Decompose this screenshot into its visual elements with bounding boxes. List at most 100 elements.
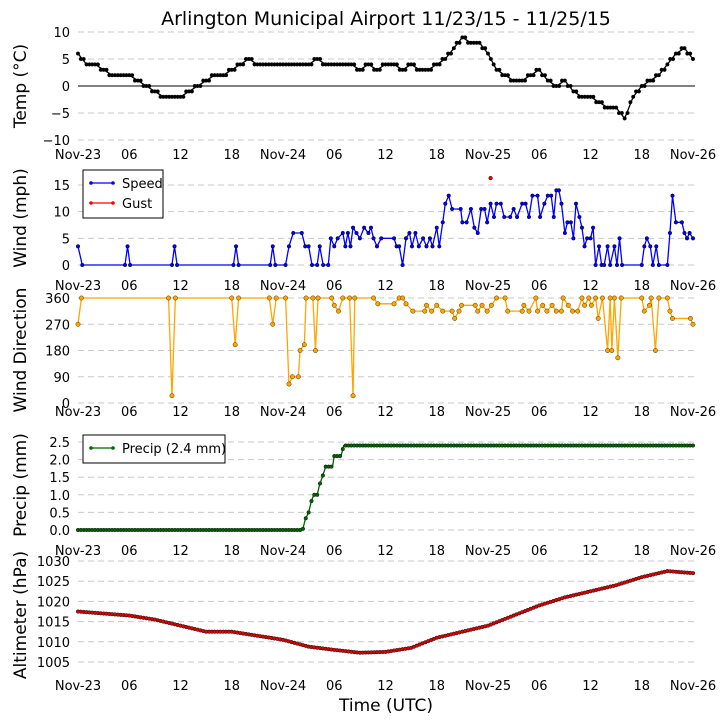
x-axis-label: Time (UTC)	[338, 696, 433, 716]
data-point	[502, 295, 508, 301]
data-point	[331, 302, 337, 308]
y-axis-label: Wind (mph)	[11, 168, 31, 268]
data-point	[593, 262, 598, 268]
data-point	[468, 206, 473, 212]
data-point	[422, 308, 428, 314]
x-tick-label: 12	[172, 405, 189, 420]
data-point	[360, 67, 365, 72]
y-tick-label: 0	[62, 259, 70, 274]
data-point	[138, 78, 143, 83]
data-point	[652, 348, 658, 353]
legend: Precip (2.4 mm)	[82, 434, 226, 464]
data-point	[317, 244, 322, 249]
y-axis-label: Wind Direction	[11, 288, 31, 413]
data-point	[270, 321, 276, 327]
legend-marker	[89, 201, 93, 205]
data-point	[434, 302, 440, 308]
data-point	[303, 244, 308, 249]
data-point	[526, 308, 532, 314]
data-point	[553, 308, 559, 314]
data-point	[671, 56, 676, 62]
data-point	[557, 83, 562, 89]
data-point	[676, 51, 681, 56]
data-point	[549, 193, 554, 198]
data-point	[345, 230, 350, 236]
x-tick-label: 12	[172, 148, 189, 163]
x-tick-label: 18	[223, 679, 240, 694]
y-tick-label: 1025	[37, 575, 70, 590]
x-tick-label: 12	[377, 544, 394, 559]
data-point	[588, 236, 593, 241]
data-point	[670, 193, 675, 198]
series-line-temp	[77, 36, 694, 120]
data-point	[585, 236, 590, 241]
data-point	[535, 308, 540, 314]
data-point	[625, 110, 630, 116]
data-point	[337, 454, 342, 459]
x-tick-label: 12	[582, 544, 599, 559]
data-point	[491, 214, 497, 220]
data-point	[485, 220, 490, 225]
x-tick-label: 12	[582, 279, 599, 294]
data-point	[309, 262, 315, 268]
data-point	[329, 295, 335, 301]
y-tick-label: 0.0	[49, 524, 70, 539]
data-point	[394, 62, 399, 67]
data-point	[595, 315, 601, 321]
data-point	[75, 321, 81, 327]
y-tick-label: 2.5	[49, 436, 70, 451]
data-point	[78, 295, 84, 301]
x-tick-label: 18	[633, 405, 650, 420]
x-tick-label: Nov-26	[670, 405, 716, 420]
data-point	[315, 262, 320, 268]
data-point	[614, 262, 620, 268]
data-point	[460, 220, 465, 225]
data-point	[270, 244, 275, 249]
legend-marker	[89, 446, 93, 450]
data-point	[605, 244, 610, 249]
data-point	[562, 78, 567, 83]
data-point	[409, 244, 415, 249]
data-point	[533, 295, 539, 301]
x-tick-label: 12	[172, 279, 189, 294]
data-point	[582, 244, 587, 249]
data-point	[340, 446, 345, 452]
data-point	[628, 100, 633, 105]
data-point	[650, 262, 655, 268]
data-point	[475, 230, 480, 236]
data-point	[437, 244, 442, 249]
y-tick-label: 10	[53, 206, 70, 221]
x-tick-label: Nov-26	[670, 148, 716, 163]
data-point	[377, 67, 382, 72]
x-tick-label: 06	[531, 679, 548, 694]
data-point	[403, 67, 408, 72]
data-point	[343, 244, 348, 249]
data-point	[443, 201, 448, 206]
x-tick-label: Nov-24	[260, 405, 306, 420]
legend: Speed Gust	[82, 169, 164, 219]
data-point	[315, 295, 321, 301]
data-point	[273, 295, 279, 301]
data-point	[562, 230, 567, 236]
data-point	[591, 225, 596, 230]
data-point	[434, 225, 439, 230]
y-tick-label: 5	[62, 232, 70, 247]
data-point	[456, 308, 462, 314]
x-tick-label: Nov-24	[260, 679, 306, 694]
data-point	[450, 206, 455, 212]
series-line-direction	[77, 295, 694, 396]
x-tick-label: 12	[377, 405, 394, 420]
data-point	[605, 348, 611, 353]
data-point	[522, 78, 528, 83]
data-point	[233, 244, 239, 249]
x-tick-label: 06	[121, 148, 138, 163]
data-point	[535, 193, 540, 198]
data-point	[181, 94, 186, 99]
data-point	[482, 206, 487, 212]
data-point	[371, 295, 376, 301]
legend-box	[82, 434, 226, 464]
data-point	[542, 73, 547, 78]
data-point	[232, 342, 238, 348]
data-point	[379, 236, 384, 241]
data-point	[472, 225, 477, 230]
